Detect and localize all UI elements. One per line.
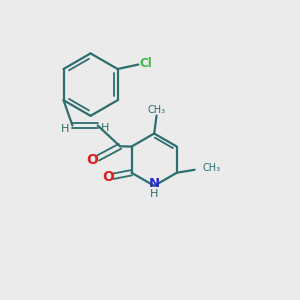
Text: CH₃: CH₃ [203, 163, 221, 173]
Text: O: O [86, 153, 98, 167]
Text: H: H [61, 124, 69, 134]
Text: N: N [148, 177, 160, 190]
Text: O: O [102, 170, 114, 184]
Text: H: H [150, 189, 158, 199]
Text: Cl: Cl [140, 57, 152, 70]
Text: H: H [101, 124, 109, 134]
Text: CH₃: CH₃ [148, 105, 166, 115]
